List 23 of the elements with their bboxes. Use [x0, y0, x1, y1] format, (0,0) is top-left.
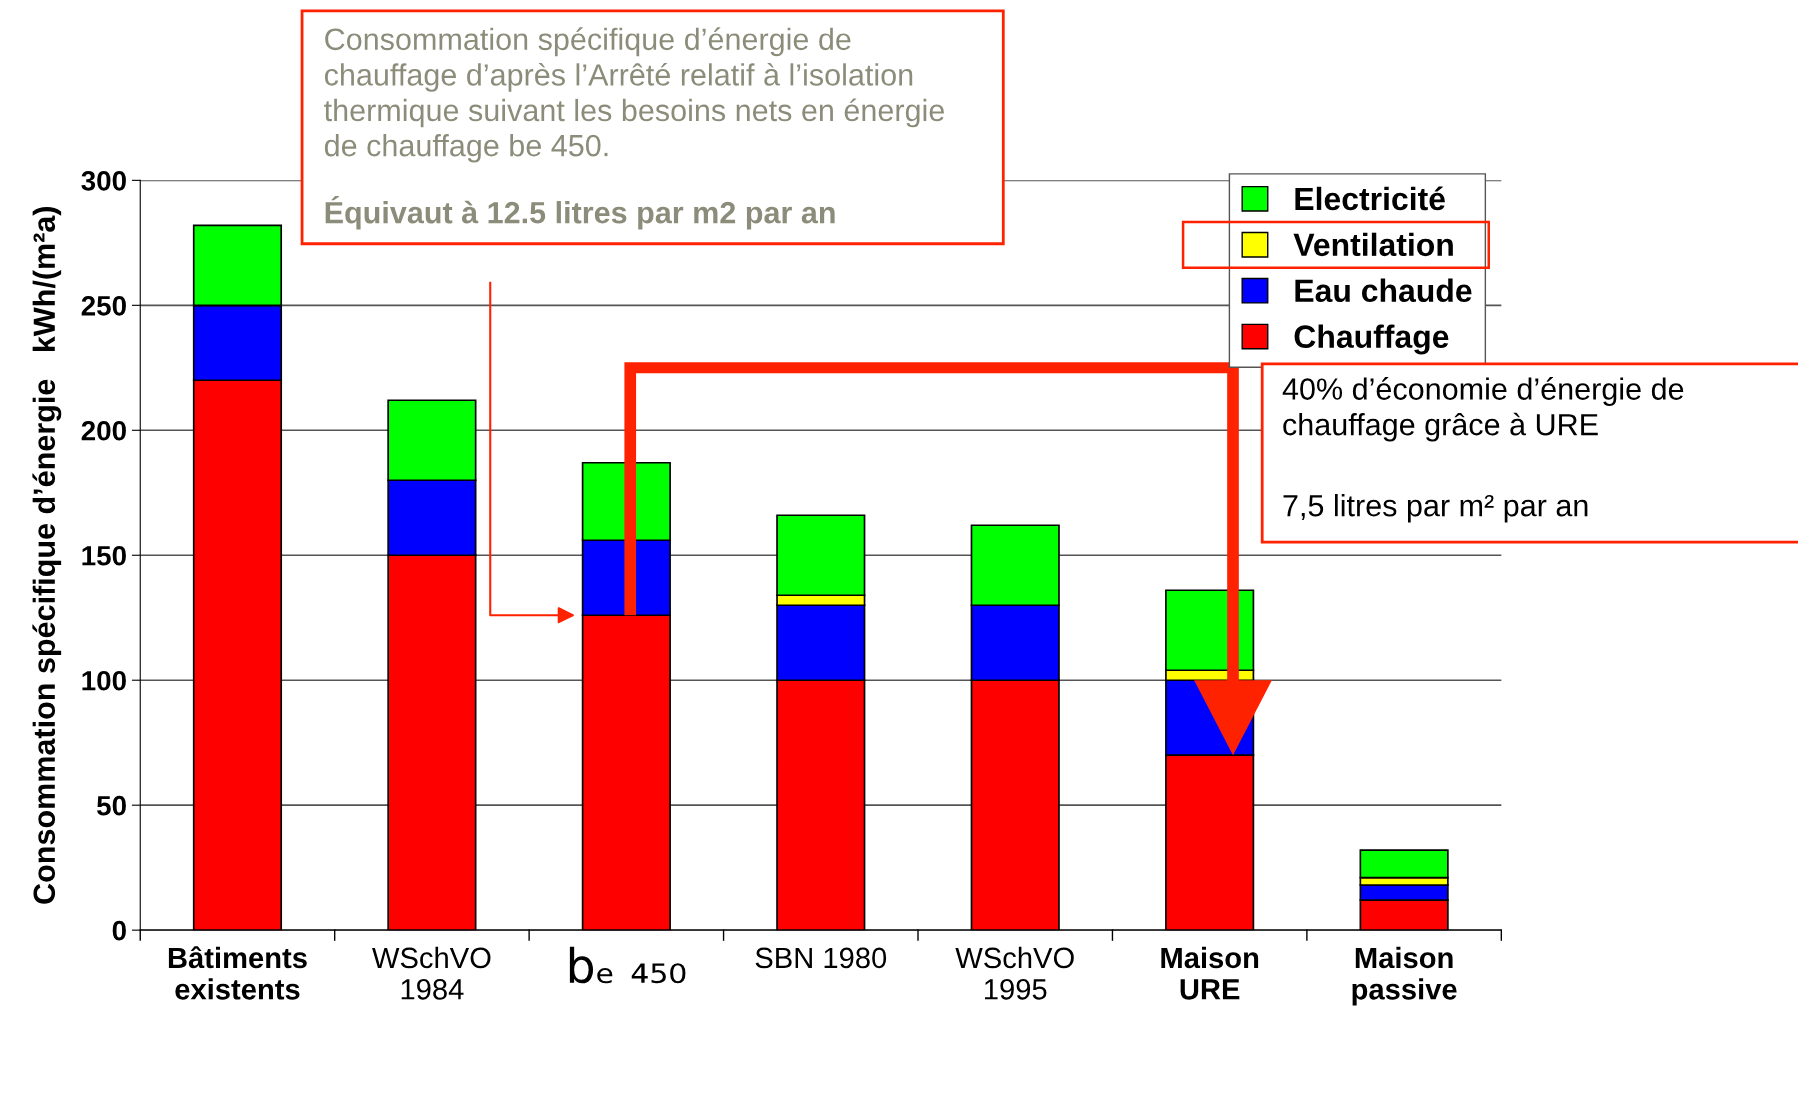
- y-tick-label: 200: [81, 420, 126, 441]
- y-tick-label: 300: [81, 171, 126, 191]
- legend-label: Ventilation: [1293, 232, 1453, 257]
- y-tick-label: 150: [82, 545, 126, 566]
- legend-label: Chauffage: [1294, 324, 1449, 355]
- x-tick-label: Maison passive: [1352, 946, 1457, 1006]
- text: Consommation spécifique d’énergie de chauffage d’après l’Arrêté relatif à l’isolation thermique suivant les besoins nets en énergie de chauffage be 450.: [324, 27, 944, 163]
- legend-label: Eau chaude: [1295, 278, 1472, 303]
- y-axis-title: Consommation spécifique d’énergie kWh/(m²a): [32, 207, 62, 904]
- annotation: 7,5 litres par m² par an: [1283, 494, 1588, 523]
- x-tick-label: SBN 1980: [755, 947, 887, 969]
- legend-label: Electricité: [1295, 186, 1445, 211]
- y-tick-label: 250: [81, 295, 126, 316]
- x-tick-label: WSchVO 1995: [955, 946, 1074, 1000]
- annotation: Équivaut à 12.5 litres par m2 par an: [325, 196, 835, 230]
- annotation: 40% d’économie d’énergie de chauffage grâce à URE: [1282, 377, 1684, 442]
- y-tick-label: 100: [82, 670, 126, 691]
- y-tick-label: 50: [97, 795, 126, 816]
- x-tick-label: bₑ ₄₅₀: [569, 946, 686, 984]
- x-tick-label: Bâtiments existents: [168, 946, 307, 1000]
- x-tick-label: Maison URE: [1161, 946, 1259, 1000]
- y-tick-label: 0: [112, 920, 126, 941]
- x-tick-label: WSchVO 1984: [372, 946, 491, 1000]
